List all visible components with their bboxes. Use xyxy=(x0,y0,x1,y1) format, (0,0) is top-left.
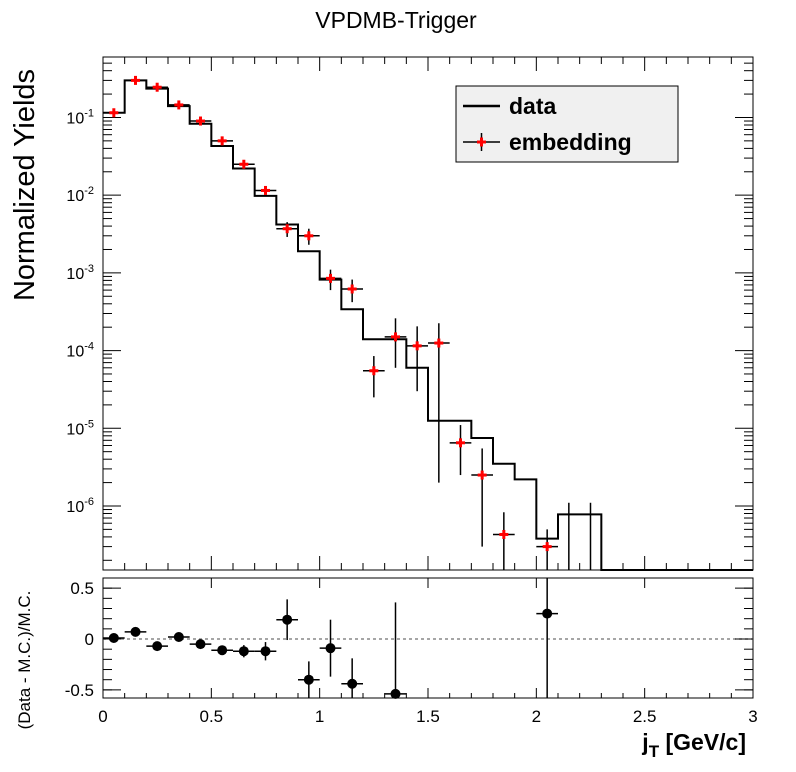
main-y-tick-label: 10-2 xyxy=(66,185,94,205)
data-histogram xyxy=(103,79,753,571)
embedding-point xyxy=(211,136,233,146)
x-axis-label-unit: [GeV/c] xyxy=(659,729,746,755)
ratio-y-tick-label: 0.5 xyxy=(70,579,94,598)
main-y-tick-label: 10-4 xyxy=(66,341,94,361)
ratio-point xyxy=(103,633,125,643)
ratio-y-tick-label: -0.5 xyxy=(65,681,94,700)
ratio-point xyxy=(254,642,277,661)
ratio-point xyxy=(146,641,168,652)
legend-box xyxy=(455,85,679,163)
chart-title: VPDMB-Trigger xyxy=(315,7,477,33)
embedding-point xyxy=(471,448,493,547)
embedding-point xyxy=(384,318,407,368)
ratio-point xyxy=(276,599,298,641)
embedding-point xyxy=(536,529,558,570)
main-y-ticks: 10-1 10-2 10-3 10-4 10-5 10-6 xyxy=(66,62,753,561)
legend-embedding-swatch xyxy=(463,133,500,151)
x-tick-label: 1 xyxy=(315,707,324,726)
main-y-tick-label: 10-3 xyxy=(66,263,94,283)
embedding-point xyxy=(233,159,255,169)
main-y-axis-label: Normalized Yields xyxy=(9,69,41,301)
legend-embedding-label: embedding xyxy=(509,129,632,155)
main-y-tick-label: 10-1 xyxy=(66,107,94,127)
x-tick-label: 0.5 xyxy=(200,707,224,726)
data-histogram-line xyxy=(103,79,753,571)
x-tick-label: 0 xyxy=(98,707,107,726)
embedding-point xyxy=(103,108,125,118)
legend-data-label: data xyxy=(509,93,557,119)
x-axis-label-subscript: T xyxy=(649,742,660,761)
embedding-point xyxy=(168,100,190,110)
ratio-points xyxy=(103,578,558,699)
main-y-tick-label: 10-6 xyxy=(66,496,94,516)
x-tick-label: 2.5 xyxy=(633,707,657,726)
ratio-point xyxy=(233,645,255,658)
embedding-point xyxy=(449,425,472,476)
embedding-point xyxy=(298,228,320,245)
x-axis-label-main: j xyxy=(641,729,648,755)
ratio-point xyxy=(341,658,363,698)
x-tick-label: 3 xyxy=(748,707,757,726)
ratio-y-ticks: 0.5 0 -0.5 xyxy=(65,579,753,700)
legend: data embedding xyxy=(455,85,679,163)
embedding-point xyxy=(493,512,515,570)
ratio-point xyxy=(298,661,320,698)
x-tick-label: 2 xyxy=(532,707,541,726)
embedding-point xyxy=(146,82,168,92)
embedding-point xyxy=(189,116,212,126)
embedding-point xyxy=(276,222,298,237)
embedding-point xyxy=(363,356,385,398)
main-y-tick-label: 10-5 xyxy=(66,418,94,438)
ratio-point xyxy=(384,602,407,699)
ratio-point xyxy=(189,639,212,650)
embedding-point xyxy=(319,269,342,291)
x-ticks: 0 0.5 1 1.5 2 2.5 3 xyxy=(98,57,758,726)
ratio-point xyxy=(124,626,147,637)
ratio-point xyxy=(211,645,233,656)
ratio-y-axis-label: (Data - M.C.)/M.C. xyxy=(15,591,34,730)
embedding-points xyxy=(103,75,592,570)
x-axis-label: jT [GeV/c] xyxy=(641,729,746,761)
ratio-point xyxy=(319,619,342,677)
embedding-point xyxy=(341,279,363,303)
ratio-point xyxy=(168,631,190,642)
embedding-point xyxy=(428,323,450,483)
ratio-y-tick-label: 0 xyxy=(85,630,94,649)
ratio-point xyxy=(536,578,558,698)
embedding-point xyxy=(254,185,277,195)
embedding-point xyxy=(124,75,147,85)
x-tick-label: 1.5 xyxy=(416,707,440,726)
embedding-point xyxy=(406,326,428,392)
